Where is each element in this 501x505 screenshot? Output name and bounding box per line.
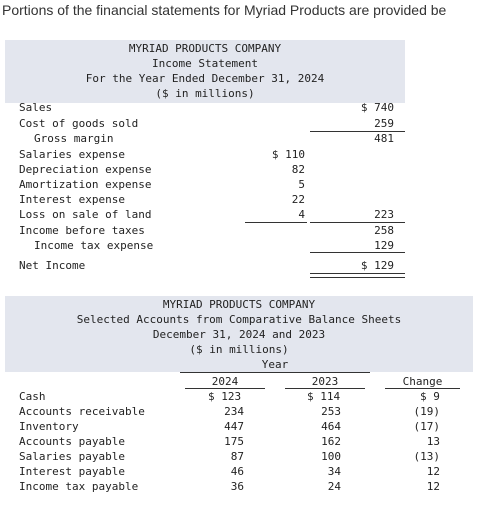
income-row-label: Gross margin <box>34 132 114 145</box>
income-underline <box>245 222 307 223</box>
income-statement-header-bg <box>5 40 405 103</box>
balance-value-2024: $ 123 <box>208 390 242 403</box>
balance-row-label: Inventory <box>19 420 79 433</box>
column-underline <box>285 388 365 389</box>
balance-year-label: Year <box>261 358 289 371</box>
balance-header-bg <box>5 296 473 372</box>
income-statement-title: Income Statement <box>152 57 258 70</box>
income-underline <box>310 131 405 132</box>
income-row-label: Salaries expense <box>19 148 125 161</box>
column-header-2024: 2024 <box>211 375 239 388</box>
income-row-total: 259 <box>374 117 394 130</box>
income-row-label: Interest expense <box>19 193 125 206</box>
balance-row-label: Interest payable <box>19 465 125 478</box>
intro-text: Portions of the financial statements for… <box>2 2 447 18</box>
income-row-amount: 22 <box>291 193 305 206</box>
income-company-name: MYRIAD PRODUCTS COMPANY <box>128 42 282 55</box>
income-row-total: $ 129 <box>360 259 394 272</box>
income-period: For the Year Ended December 31, 2024 <box>85 72 325 85</box>
income-row-total: 223 <box>374 208 394 221</box>
income-row-amount: $ 110 <box>271 148 305 161</box>
income-units: ($ in millions) <box>155 87 255 100</box>
balance-value-change: (19) <box>413 405 441 418</box>
income-row-total: 258 <box>374 224 394 237</box>
year-underline <box>180 372 370 373</box>
balance-row-label: Salaries payable <box>19 450 125 463</box>
balance-value-2023: 24 <box>327 480 341 493</box>
balance-units: ($ in millions) <box>189 343 289 356</box>
column-underline <box>385 388 460 389</box>
balance-row-label: Income tax payable <box>19 480 139 493</box>
income-row-label: Income before taxes <box>19 224 145 237</box>
income-row-total: 481 <box>374 132 394 145</box>
balance-row-label: Cash <box>19 390 46 403</box>
income-row-label: Depreciation expense <box>19 163 152 176</box>
income-row-label: Net Income <box>19 259 86 272</box>
balance-value-2023: $ 114 <box>307 390 341 403</box>
balance-value-change: 12 <box>426 465 440 478</box>
column-underline <box>185 388 265 389</box>
income-row-amount: 82 <box>291 163 305 176</box>
income-row-label: Amortization expense <box>19 178 152 191</box>
balance-row-label: Accounts payable <box>19 435 125 448</box>
balance-value-2024: 447 <box>224 420 244 433</box>
balance-value-change: (17) <box>413 420 441 433</box>
income-row-label: Sales <box>19 101 53 114</box>
income-double-underline <box>310 273 405 278</box>
balance-value-2024: 87 <box>230 450 244 463</box>
income-row-total: $ 740 <box>360 101 394 114</box>
column-header-2023: 2023 <box>311 375 339 388</box>
balance-value-2023: 34 <box>327 465 341 478</box>
balance-value-change: (13) <box>413 450 441 463</box>
balance-value-2024: 234 <box>224 405 244 418</box>
income-row-amount: 4 <box>298 208 305 221</box>
balance-value-change: 12 <box>426 480 440 493</box>
balance-dates: December 31, 2024 and 2023 <box>152 328 326 341</box>
balance-row-label: Accounts receivable <box>19 405 145 418</box>
income-row-total: 129 <box>374 239 394 252</box>
balance-value-2024: 46 <box>230 465 244 478</box>
balance-value-2023: 464 <box>321 420 341 433</box>
balance-value-change: $ 9 <box>420 390 440 403</box>
balance-company-name: MYRIAD PRODUCTS COMPANY <box>162 298 316 311</box>
income-underline <box>310 252 405 253</box>
balance-value-2024: 175 <box>224 435 244 448</box>
balance-value-2023: 162 <box>321 435 341 448</box>
balance-value-2023: 100 <box>321 450 341 463</box>
balance-value-2023: 253 <box>321 405 341 418</box>
balance-value-2024: 36 <box>230 480 244 493</box>
income-row-label: Income tax expense <box>34 239 154 252</box>
income-row-label: Cost of goods sold <box>19 117 139 130</box>
balance-value-change: 13 <box>426 435 440 448</box>
column-header-change: Change <box>402 375 443 388</box>
income-row-amount: 5 <box>298 178 305 191</box>
income-row-label: Loss on sale of land <box>19 208 152 221</box>
balance-title: Selected Accounts from Comparative Balan… <box>76 313 402 326</box>
income-underline <box>310 222 405 223</box>
